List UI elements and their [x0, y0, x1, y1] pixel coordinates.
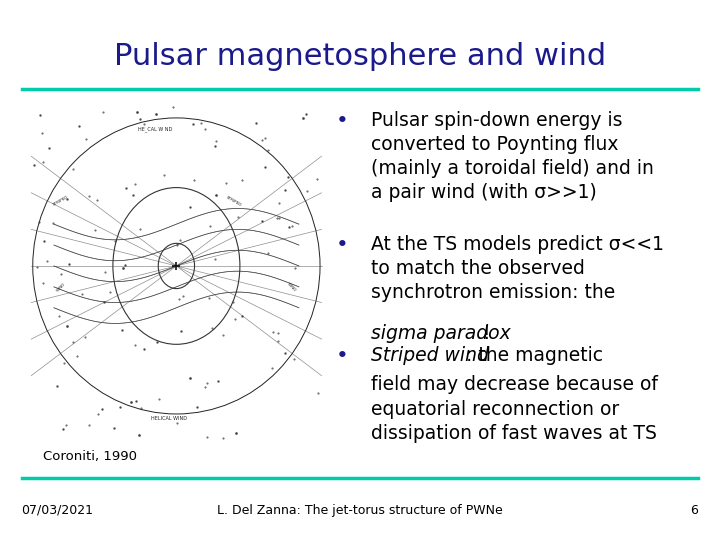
- Text: : the magnetic: : the magnetic: [466, 346, 603, 365]
- Text: sigma paradox: sigma paradox: [371, 324, 510, 343]
- Text: HE_CAL W ND: HE_CAL W ND: [138, 127, 172, 132]
- Text: WIND: WIND: [55, 282, 67, 293]
- Text: Striped wind: Striped wind: [371, 346, 489, 365]
- Text: Coroniti, 1990: Coroniti, 1990: [43, 450, 138, 463]
- Text: At the TS models predict σ<<1
to match the observed
synchrotron emission: the: At the TS models predict σ<<1 to match t…: [371, 235, 664, 302]
- Text: STRIPED: STRIPED: [53, 195, 70, 207]
- Text: WIND: WIND: [286, 282, 297, 293]
- Bar: [25, 97, 328, 446]
- Text: •: •: [336, 111, 348, 131]
- Text: Pulsar magnetosphere and wind: Pulsar magnetosphere and wind: [114, 42, 606, 71]
- Text: •: •: [336, 346, 348, 366]
- Text: L. Del Zanna: The jet-torus structure of PWNe: L. Del Zanna: The jet-torus structure of…: [217, 504, 503, 517]
- Text: STRIPED: STRIPED: [225, 195, 243, 207]
- Text: •: •: [336, 235, 348, 255]
- Text: HELICAL WIND: HELICAL WIND: [151, 416, 187, 421]
- Text: 6: 6: [690, 504, 698, 517]
- Text: Pulsar spin-down energy is
converted to Poynting flux
(mainly a toroidal field) : Pulsar spin-down energy is converted to …: [371, 111, 654, 202]
- Text: field may decrease because of
equatorial reconnection or
dissipation of fast wav: field may decrease because of equatorial…: [371, 375, 657, 443]
- Text: !: !: [482, 324, 490, 343]
- Text: 07/03/2021: 07/03/2021: [22, 504, 94, 517]
